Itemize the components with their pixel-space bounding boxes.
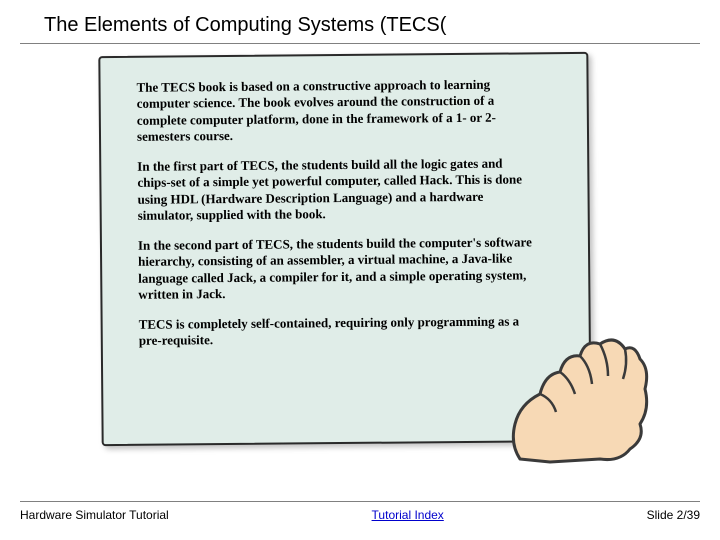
paragraph-1: The TECS book is based on a constructive… [137,76,532,144]
tutorial-index-link[interactable]: Tutorial Index [372,508,444,522]
footer-left-text: Hardware Simulator Tutorial [20,508,169,522]
paragraph-4: TECS is completely self-contained, requi… [139,313,533,349]
paragraph-2: In the first part of TECS, the students … [137,155,532,223]
content-area: The TECS book is based on a constructive… [0,44,720,474]
hand-icon [490,324,660,464]
slide-footer: Hardware Simulator Tutorial Tutorial Ind… [20,501,700,522]
slide-title: The Elements of Computing Systems (TECS( [20,0,700,44]
slide-number: Slide 2/39 [647,508,700,522]
paragraph-3: In the second part of TECS, the students… [138,234,533,302]
paper-with-hand: The TECS book is based on a constructive… [100,54,630,454]
